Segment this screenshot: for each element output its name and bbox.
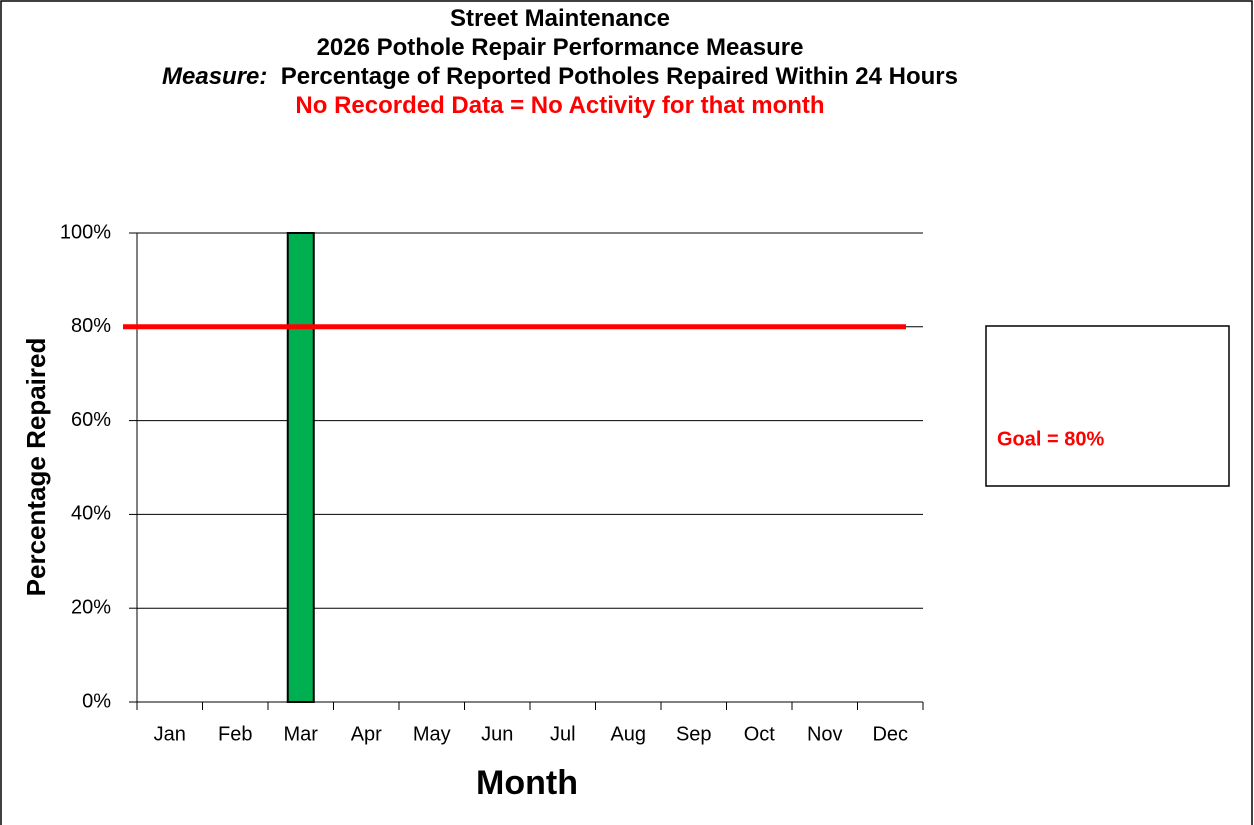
title-block: Street Maintenance 2026 Pothole Repair P… [80,4,1040,120]
legend-label: Goal = 80% [997,428,1104,450]
chart-subtitle: No Recorded Data = No Activity for that … [295,92,825,119]
x-tick-label: Jan [154,723,186,745]
x-tick-label: Jun [481,723,513,745]
x-tick-label: Aug [610,723,646,745]
measure-text: Percentage of Reported Potholes Repaired… [280,63,958,90]
legend-box [985,325,1230,487]
chart-title: Street Maintenance [449,5,671,32]
chart-title: 2026 Pothole Repair Performance Measure [316,34,804,61]
y-tick-label: 100% [60,221,111,243]
x-tick-label: Nov [807,723,843,745]
x-tick-label: Feb [218,723,252,745]
x-tick-label: Dec [872,723,908,745]
y-tick-label: 40% [71,503,111,525]
measure-label: Measure: [162,63,268,90]
measure: Measure: Percentage of Reported Potholes… [80,62,1040,91]
x-tick-label: Jul [550,723,576,745]
x-tick-label: Oct [744,723,776,745]
x-tick-label: Mar [284,723,319,745]
y-axis-label: Percentage Repaired [21,338,51,597]
x-axis-label: Month [476,764,578,802]
y-tick-label: 20% [71,596,111,618]
x-tick-label: Apr [351,723,382,745]
y-tick-label: 60% [71,409,111,431]
y-tick-label: 0% [82,690,111,712]
y-tick-label: 80% [71,315,111,337]
x-tick-label: May [413,723,451,745]
bar [286,232,315,703]
x-tick-label: Sep [676,723,712,745]
